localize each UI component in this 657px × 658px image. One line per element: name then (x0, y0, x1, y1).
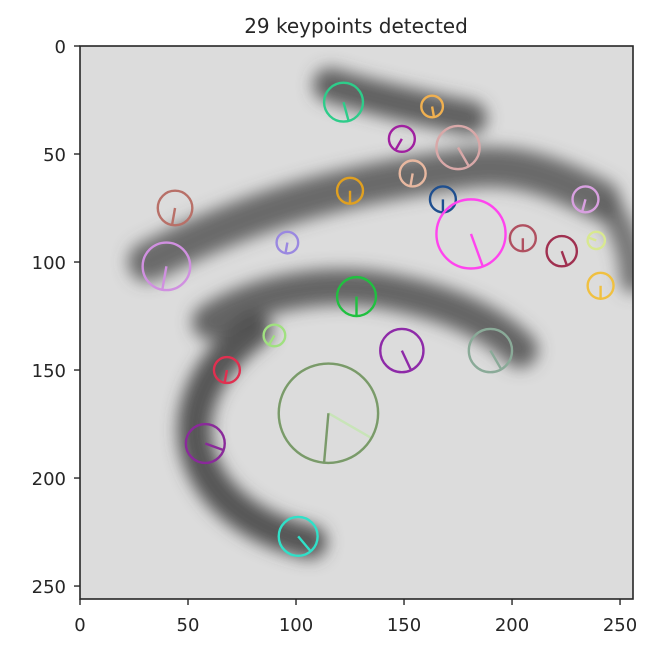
keypoint-marker (586, 271, 615, 300)
keypoint-orientation (322, 413, 330, 463)
x-tick-label: 200 (495, 615, 529, 636)
keypoint-orientation (327, 412, 373, 440)
keypoint-circle (277, 515, 319, 557)
keypoint-marker (387, 124, 417, 154)
keypoint-circle (571, 185, 600, 214)
keypoint-circle (275, 230, 300, 255)
y-axis: 0 50 100 150 200 250 (32, 37, 80, 598)
keypoint-circle (420, 94, 445, 119)
y-tick-label: 150 (32, 361, 66, 382)
keypoint-circle (156, 189, 194, 227)
keypoint-marker (467, 327, 514, 374)
keypoint-orientation (409, 173, 414, 187)
chart-title: 29 keypoints detected (244, 14, 468, 38)
keypoint-circle (141, 241, 192, 292)
keypoint-orientation (580, 199, 587, 213)
keypoint-orientation (204, 442, 224, 452)
keypoint-circle (379, 327, 425, 374)
keypoint-marker (322, 81, 365, 123)
keypoint-marker (277, 515, 319, 557)
keypoint-orientation (170, 207, 177, 226)
y-tick-label: 200 (32, 469, 66, 490)
keypoint-circle (586, 230, 607, 251)
keypoint-marker (335, 275, 378, 318)
x-tick-label: 50 (177, 615, 200, 636)
x-tick-label: 250 (603, 615, 637, 636)
keypoint-circle (277, 362, 380, 465)
keypoint-marker (141, 241, 192, 292)
keypoint-marker (586, 230, 607, 251)
keypoint-orientation (400, 350, 413, 371)
keypoint-marker (508, 224, 537, 253)
keypoint-circle (262, 323, 287, 348)
keypoint-circle (398, 159, 427, 188)
plot-frame (79, 45, 634, 600)
keypoint-circle (435, 198, 507, 270)
keypoint-marker (277, 362, 380, 465)
keypoint-orientation (161, 266, 168, 290)
y-tick-label: 250 (32, 577, 66, 598)
y-tick-label: 100 (32, 253, 66, 274)
y-tick-label: 0 (55, 37, 66, 58)
keypoint-circle (212, 355, 242, 385)
keypoint-marker (571, 185, 600, 214)
keypoint-marker (335, 176, 365, 205)
keypoint-orientation (342, 101, 350, 122)
keypoint-marker (262, 323, 287, 348)
keypoint-orientation (560, 250, 569, 266)
keypoint-marker (275, 230, 300, 255)
keypoint-orientation (469, 233, 484, 267)
keypoint-marker (156, 189, 194, 227)
keypoint-orientation (430, 106, 436, 118)
keypoint-circle (184, 422, 226, 465)
x-tick-label: 0 (74, 615, 85, 636)
x-tick-label: 100 (279, 615, 313, 636)
keypoint-marker (184, 422, 226, 465)
y-tick-label: 50 (43, 145, 66, 166)
keypoint-circle (467, 327, 514, 374)
keypoint-marker (398, 159, 427, 188)
keypoint-marker (379, 327, 425, 374)
keypoints-layer (141, 81, 615, 557)
x-axis: 0 50 100 150 200 250 (74, 599, 637, 636)
keypoint-orientation (489, 349, 503, 370)
keypoint-circle (322, 81, 365, 123)
keypoint-orientation (587, 236, 597, 242)
keypoint-orientation (267, 334, 276, 346)
x-tick-label: 150 (387, 615, 421, 636)
keypoint-marker (212, 355, 242, 385)
keypoint-orientation (456, 146, 470, 167)
keypoint-marker (545, 234, 579, 268)
keypoint-marker (420, 94, 445, 119)
keypoint-marker (435, 198, 507, 270)
keypoint-circle (545, 234, 579, 268)
keypoint-circle (387, 124, 417, 154)
image-background (80, 46, 633, 599)
keypoint-orientation (297, 535, 312, 553)
keypoint-orientation (223, 369, 229, 383)
keypoint-orientation (394, 138, 403, 151)
keypoint-circle (435, 124, 481, 171)
keypoint-orientation (284, 242, 289, 254)
keypoint-marker (435, 124, 481, 171)
